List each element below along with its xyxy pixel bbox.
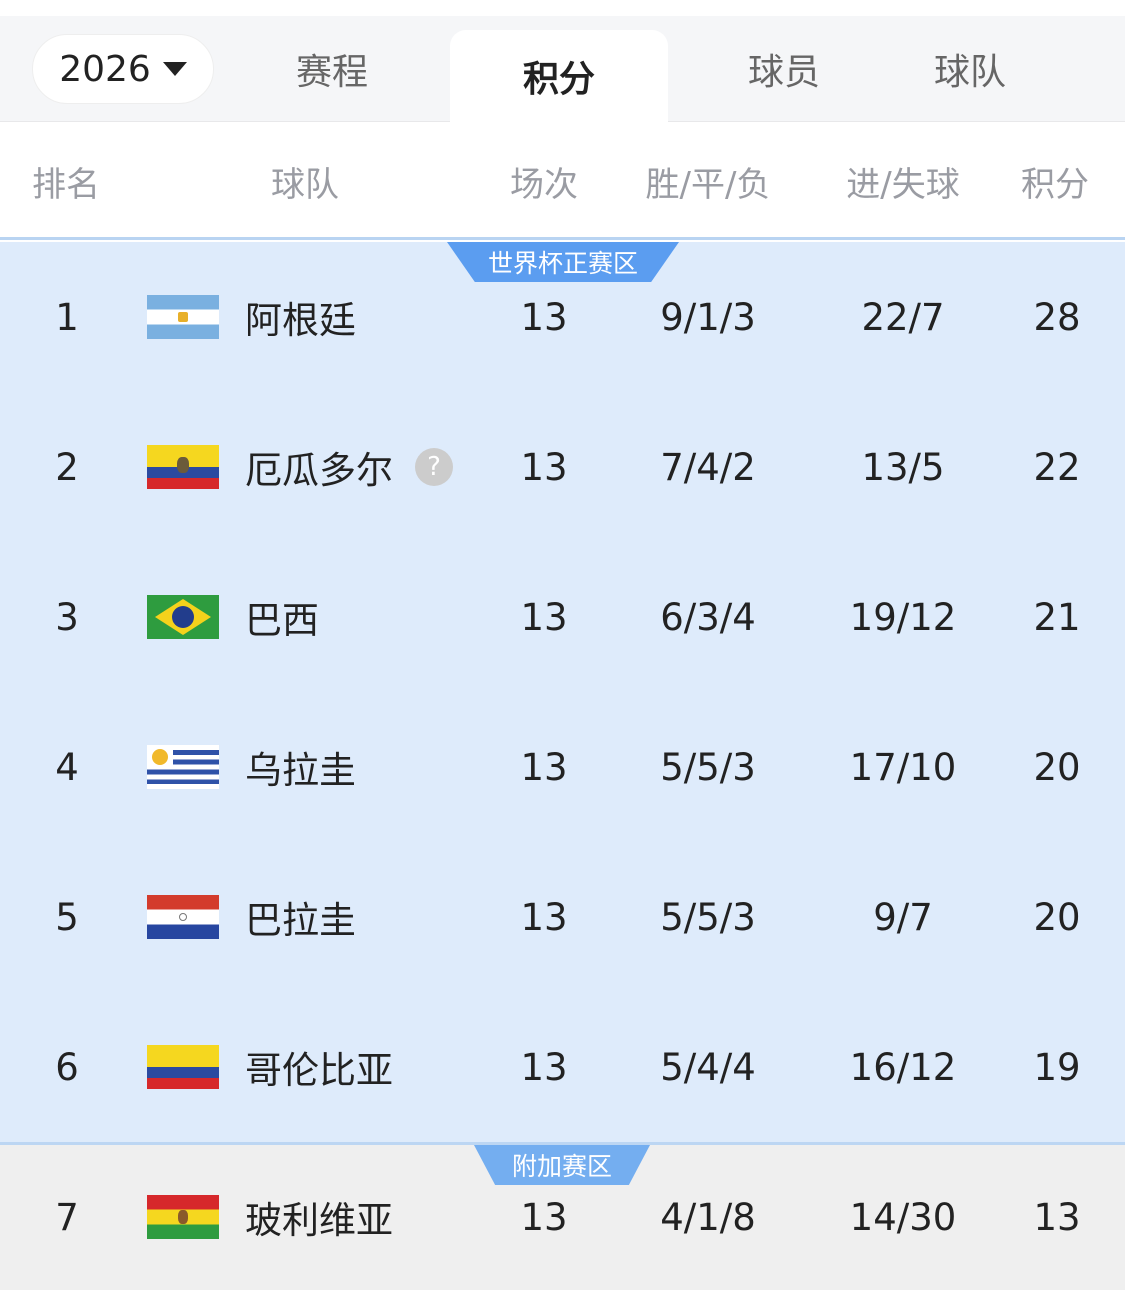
points: 20 bbox=[1033, 895, 1081, 939]
team-name-text: 乌拉圭 bbox=[245, 749, 356, 792]
team-name[interactable]: 厄瓜多尔? bbox=[245, 392, 453, 542]
rank: 1 bbox=[55, 295, 79, 339]
points: 22 bbox=[1033, 445, 1081, 489]
win-draw-loss: 5/5/3 bbox=[660, 895, 756, 939]
win-draw-loss: 5/5/3 bbox=[660, 745, 756, 789]
goals-for-against: 22/7 bbox=[861, 295, 945, 339]
tab-standings[interactable]: 积分 bbox=[450, 30, 668, 122]
section-world-cup: 世界杯正赛区 bbox=[0, 242, 1125, 1142]
points: 20 bbox=[1033, 745, 1081, 789]
played: 13 bbox=[520, 745, 568, 789]
col-rank: 排名 bbox=[32, 164, 100, 205]
col-played: 场次 bbox=[510, 164, 578, 205]
played: 13 bbox=[520, 1195, 568, 1239]
points: 21 bbox=[1033, 595, 1081, 639]
table-row[interactable]: 1 阿根廷 13 9/1/3 22/7 28 bbox=[0, 242, 1125, 392]
team-name[interactable]: 玻利维亚 bbox=[245, 1142, 393, 1292]
table-row[interactable]: 7 玻利维亚 13 4/1/8 14/30 13 bbox=[0, 1142, 1125, 1292]
played: 13 bbox=[520, 445, 568, 489]
team-name-text: 巴西 bbox=[245, 599, 319, 642]
section-playoff: 附加赛区 bbox=[0, 1142, 1125, 1290]
played: 13 bbox=[520, 895, 568, 939]
rank: 7 bbox=[55, 1195, 79, 1239]
year-selector[interactable]: 2026 bbox=[32, 34, 214, 104]
points: 19 bbox=[1033, 1045, 1081, 1089]
rank: 6 bbox=[55, 1045, 79, 1089]
goals-for-against: 13/5 bbox=[861, 445, 945, 489]
goals-for-against: 16/12 bbox=[849, 1045, 957, 1089]
team-name[interactable]: 巴西 bbox=[245, 542, 319, 692]
team-name[interactable]: 巴拉圭 bbox=[245, 842, 356, 992]
colombia-flag-icon bbox=[147, 1045, 219, 1089]
goals-for-against: 19/12 bbox=[849, 595, 957, 639]
table-row[interactable]: 4 乌拉圭 13 5/5/3 17/10 20 bbox=[0, 692, 1125, 842]
col-points: 积分 bbox=[1021, 164, 1089, 205]
table-row[interactable]: 5 巴拉圭 13 5/5/3 9/7 20 bbox=[0, 842, 1125, 992]
caret-down-icon bbox=[162, 62, 187, 76]
rank: 4 bbox=[55, 745, 79, 789]
table-row[interactable]: 6 哥伦比亚 13 5/4/4 16/12 19 bbox=[0, 992, 1125, 1142]
table-row[interactable]: 3 巴西 13 6/3/4 19/12 21 bbox=[0, 542, 1125, 692]
team-name-text: 厄瓜多尔 bbox=[245, 449, 393, 492]
goals-for-against: 14/30 bbox=[849, 1195, 957, 1239]
rank: 5 bbox=[55, 895, 79, 939]
help-icon[interactable]: ? bbox=[415, 448, 453, 486]
team-name-text: 阿根廷 bbox=[245, 299, 356, 342]
team-name[interactable]: 哥伦比亚 bbox=[245, 992, 393, 1142]
brazil-flag-icon bbox=[147, 595, 219, 639]
tab-players[interactable]: 球员 bbox=[747, 52, 820, 93]
played: 13 bbox=[520, 595, 568, 639]
team-name[interactable]: 乌拉圭 bbox=[245, 692, 356, 842]
uruguay-flag-icon bbox=[147, 745, 219, 789]
section-badge: 附加赛区 bbox=[474, 1145, 650, 1185]
rank: 2 bbox=[55, 445, 79, 489]
team-name-text: 玻利维亚 bbox=[245, 1199, 393, 1242]
tab-teams[interactable]: 球队 bbox=[933, 52, 1006, 93]
rank: 3 bbox=[55, 595, 79, 639]
win-draw-loss: 9/1/3 bbox=[660, 295, 756, 339]
goals-for-against: 9/7 bbox=[873, 895, 933, 939]
paraguay-flag-icon bbox=[147, 895, 219, 939]
win-draw-loss: 5/4/4 bbox=[660, 1045, 756, 1089]
points: 28 bbox=[1033, 295, 1081, 339]
year-value: 2026 bbox=[59, 48, 151, 90]
win-draw-loss: 6/3/4 bbox=[660, 595, 756, 639]
played: 13 bbox=[520, 295, 568, 339]
table-row[interactable]: 2 厄瓜多尔? 13 7/4/2 13/5 22 bbox=[0, 392, 1125, 542]
tab-schedule[interactable]: 赛程 bbox=[295, 52, 368, 93]
tab-bar: 2026 赛程 积分 球员 球队 bbox=[0, 16, 1125, 122]
win-draw-loss: 7/4/2 bbox=[660, 445, 756, 489]
bolivia-flag-icon bbox=[147, 1195, 219, 1239]
team-name[interactable]: 阿根廷 bbox=[245, 242, 356, 392]
table-header: 排名 球队 场次 胜/平/负 进/失球 积分 bbox=[0, 122, 1125, 240]
col-team: 球队 bbox=[271, 164, 339, 205]
argentina-flag-icon bbox=[147, 295, 219, 339]
team-name-text: 巴拉圭 bbox=[245, 899, 356, 942]
col-wdl: 胜/平/负 bbox=[645, 164, 771, 205]
ecuador-flag-icon bbox=[147, 445, 219, 489]
team-name-text: 哥伦比亚 bbox=[245, 1049, 393, 1092]
points: 13 bbox=[1033, 1195, 1081, 1239]
played: 13 bbox=[520, 1045, 568, 1089]
col-goals: 进/失球 bbox=[846, 164, 960, 205]
goals-for-against: 17/10 bbox=[849, 745, 957, 789]
section-badge: 世界杯正赛区 bbox=[447, 242, 679, 282]
win-draw-loss: 4/1/8 bbox=[660, 1195, 756, 1239]
